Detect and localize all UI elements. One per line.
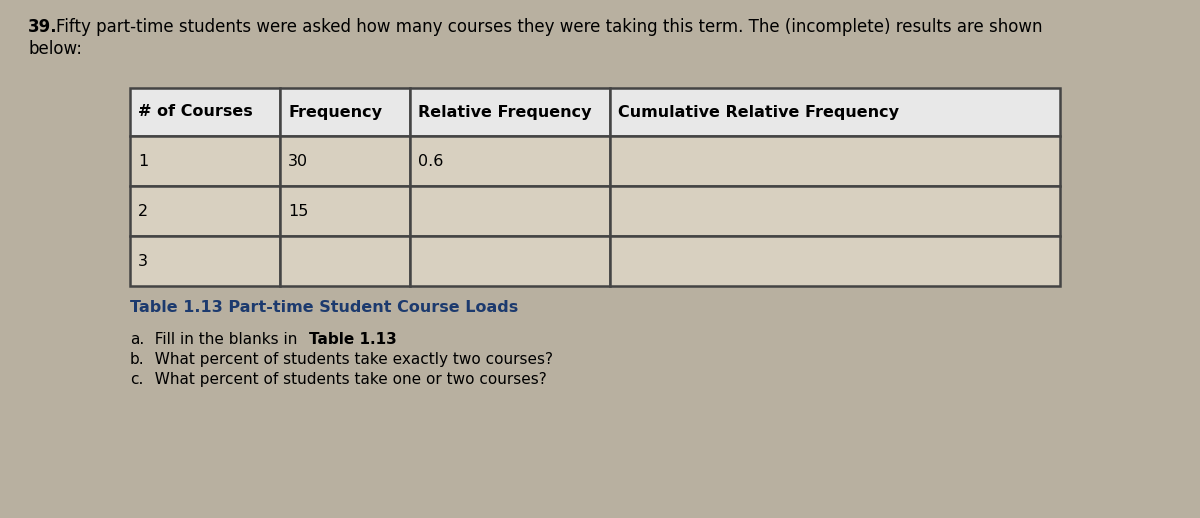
Bar xyxy=(610,136,1060,186)
Text: Cumulative Relative Frequency: Cumulative Relative Frequency xyxy=(618,105,899,120)
Text: Fifty part-time students were asked how many courses they were taking this term.: Fifty part-time students were asked how … xyxy=(56,18,1043,36)
Text: a.: a. xyxy=(130,332,144,347)
Bar xyxy=(410,186,610,236)
Text: Table 1.13: Table 1.13 xyxy=(308,332,396,347)
Text: .: . xyxy=(377,332,382,347)
Bar xyxy=(410,236,610,286)
Bar xyxy=(610,88,1060,136)
Bar xyxy=(280,186,410,236)
Text: What percent of students take one or two courses?: What percent of students take one or two… xyxy=(145,372,547,387)
Text: 30: 30 xyxy=(288,153,308,168)
Bar xyxy=(610,236,1060,286)
Text: 0.6: 0.6 xyxy=(418,153,443,168)
Text: 2: 2 xyxy=(138,204,148,219)
Text: Frequency: Frequency xyxy=(288,105,382,120)
Bar xyxy=(610,186,1060,236)
Bar xyxy=(280,136,410,186)
Bar xyxy=(130,186,280,236)
Text: below:: below: xyxy=(28,40,82,58)
Bar xyxy=(130,136,280,186)
Text: 1: 1 xyxy=(138,153,149,168)
Bar xyxy=(130,88,280,136)
Text: # of Courses: # of Courses xyxy=(138,105,253,120)
Text: 3: 3 xyxy=(138,253,148,268)
Bar xyxy=(410,88,610,136)
Bar xyxy=(130,236,280,286)
Bar xyxy=(410,136,610,186)
Text: c.: c. xyxy=(130,372,143,387)
Bar xyxy=(280,88,410,136)
Text: Relative Frequency: Relative Frequency xyxy=(418,105,592,120)
Text: b.: b. xyxy=(130,352,145,367)
Text: 39.: 39. xyxy=(28,18,58,36)
Text: Table 1.13 Part-time Student Course Loads: Table 1.13 Part-time Student Course Load… xyxy=(130,300,518,315)
Text: Fill in the blanks in: Fill in the blanks in xyxy=(145,332,302,347)
Bar xyxy=(280,236,410,286)
Text: What percent of students take exactly two courses?: What percent of students take exactly tw… xyxy=(145,352,553,367)
Text: 15: 15 xyxy=(288,204,308,219)
